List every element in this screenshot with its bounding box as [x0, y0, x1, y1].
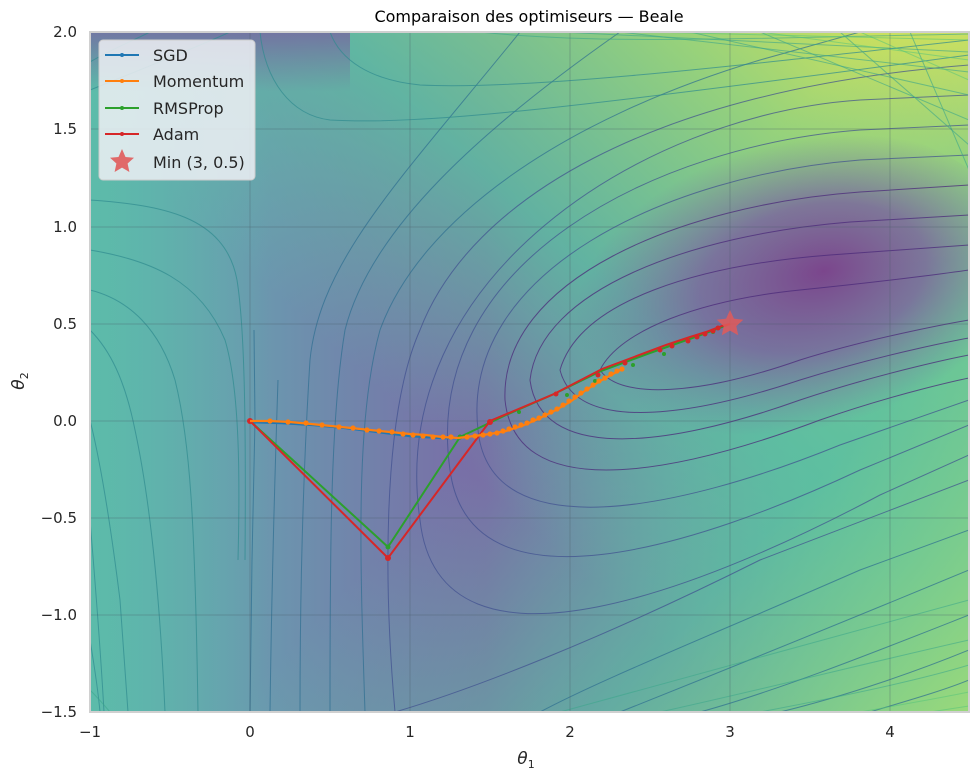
legend-item-rmsprop: RMSProp: [105, 99, 224, 118]
legend-item-momentum: Momentum: [105, 72, 244, 91]
y-tick-label: 0.5: [53, 315, 77, 333]
gridlines: [90, 32, 969, 712]
legend-item-sgd: SGD: [105, 46, 188, 65]
y-tick-label: 1.5: [53, 120, 77, 138]
svg-text:Min (3, 0.5): Min (3, 0.5): [153, 153, 245, 172]
x-axis-label: θ1: [517, 749, 534, 771]
svg-text:Adam: Adam: [153, 125, 199, 144]
svg-text:Momentum: Momentum: [153, 72, 244, 91]
y-axis: 2.0 1.5 1.0 0.5 0.0 −0.5 −1.0 −1.5 θ2: [9, 23, 77, 721]
minimum-star-marker: [716, 310, 744, 336]
plot-frame: [89, 31, 970, 713]
y-tick-label: 1.0: [53, 218, 77, 236]
svg-text:SGD: SGD: [153, 46, 188, 65]
y-tick-label: −0.5: [41, 509, 77, 527]
y-tick-label: −1.5: [41, 703, 77, 721]
contour-valley: [405, 121, 969, 539]
y-axis-label: θ2: [9, 372, 31, 389]
legend-item-adam: Adam: [105, 125, 199, 144]
legend-item-minimum: Min (3, 0.5): [110, 149, 245, 172]
svg-text:RMSProp: RMSProp: [153, 99, 224, 118]
x-tick-label: 2: [565, 723, 575, 741]
series-momentum: [250, 366, 625, 440]
x-tick-label: −1: [79, 723, 101, 741]
star-icon: [110, 149, 134, 172]
x-tick-label: 0: [245, 723, 255, 741]
y-tick-label: −1.0: [41, 606, 77, 624]
contour-lines: [90, 32, 969, 712]
chart-title: Comparaison des optimiseurs — Beale: [374, 7, 683, 26]
x-tick-label: 1: [405, 723, 415, 741]
x-axis: −1 0 1 2 3 4 θ1: [79, 723, 895, 771]
y-tick-label: 0.0: [53, 412, 77, 430]
y-tick-label: 2.0: [53, 23, 77, 41]
x-tick-label: 3: [725, 723, 735, 741]
x-tick-label: 4: [885, 723, 895, 741]
legend: SGD Momentum RMSProp Adam Min (3, 0.5): [98, 39, 256, 181]
